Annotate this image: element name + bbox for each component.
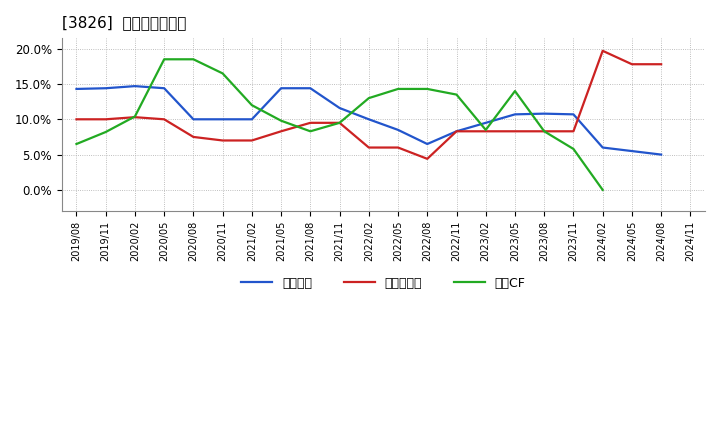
経常利益 <box>540 111 549 116</box>
経常利益 <box>276 86 285 91</box>
当期純利益 <box>598 48 607 53</box>
Line: 営業CF: 営業CF <box>76 59 603 190</box>
当期純利益 <box>452 128 461 134</box>
当期純利益 <box>569 128 577 134</box>
当期純利益 <box>276 128 285 134</box>
経常利益 <box>248 117 256 122</box>
Text: [3826]  マージンの推移: [3826] マージンの推移 <box>62 15 186 30</box>
営業CF <box>510 88 519 94</box>
営業CF <box>540 128 549 134</box>
営業CF <box>482 127 490 132</box>
当期純利益 <box>160 117 168 122</box>
経常利益 <box>423 141 431 147</box>
経常利益 <box>189 117 198 122</box>
当期純利益 <box>482 128 490 134</box>
経常利益 <box>218 117 227 122</box>
経常利益 <box>510 112 519 117</box>
当期純利益 <box>72 117 81 122</box>
経常利益 <box>482 120 490 125</box>
経常利益 <box>569 112 577 117</box>
当期純利益 <box>510 128 519 134</box>
営業CF <box>189 57 198 62</box>
経常利益 <box>598 145 607 150</box>
営業CF <box>569 147 577 152</box>
当期純利益 <box>306 120 315 125</box>
経常利益 <box>160 86 168 91</box>
当期純利益 <box>248 138 256 143</box>
営業CF <box>394 86 402 92</box>
経常利益 <box>336 105 344 110</box>
当期純利益 <box>423 156 431 161</box>
経常利益 <box>657 152 665 157</box>
営業CF <box>160 57 168 62</box>
経常利益 <box>364 117 373 122</box>
当期純利益 <box>364 145 373 150</box>
当期純利益 <box>394 145 402 150</box>
経常利益 <box>102 86 110 91</box>
営業CF <box>218 71 227 76</box>
経常利益 <box>628 148 636 154</box>
営業CF <box>276 118 285 123</box>
経常利益 <box>394 127 402 132</box>
当期純利益 <box>189 134 198 139</box>
営業CF <box>423 86 431 92</box>
経常利益 <box>72 86 81 92</box>
Line: 経常利益: 経常利益 <box>76 86 661 154</box>
経常利益 <box>130 84 139 89</box>
当期純利益 <box>102 117 110 122</box>
営業CF <box>102 129 110 135</box>
経常利益 <box>306 86 315 91</box>
営業CF <box>598 187 607 193</box>
営業CF <box>336 120 344 125</box>
当期純利益 <box>336 120 344 125</box>
当期純利益 <box>628 62 636 67</box>
経常利益 <box>452 128 461 134</box>
当期純利益 <box>657 62 665 67</box>
Line: 当期純利益: 当期純利益 <box>76 51 661 159</box>
営業CF <box>452 92 461 97</box>
営業CF <box>130 114 139 119</box>
当期純利益 <box>130 114 139 120</box>
営業CF <box>72 141 81 147</box>
営業CF <box>306 128 315 134</box>
当期純利益 <box>218 138 227 143</box>
営業CF <box>248 103 256 108</box>
Legend: 経常利益, 当期純利益, 営業CF: 経常利益, 当期純利益, 営業CF <box>236 272 531 295</box>
営業CF <box>364 95 373 101</box>
当期純利益 <box>540 128 549 134</box>
